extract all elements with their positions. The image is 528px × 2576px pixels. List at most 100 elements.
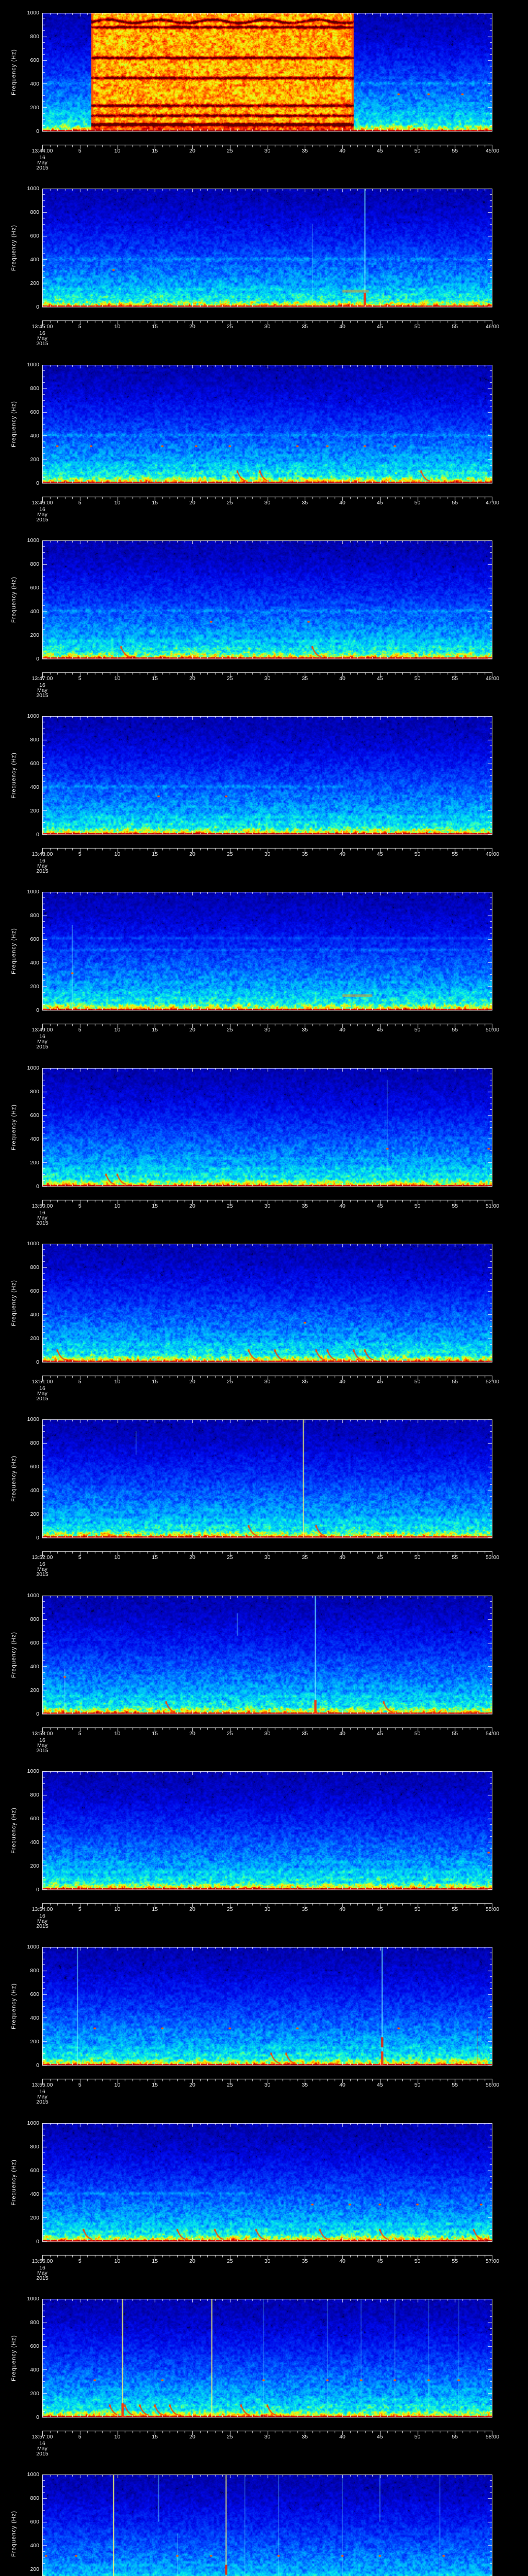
spectrogram-panel: Frequency (Hz) 13:50:00 51:00 1000 800 600… (0, 1055, 528, 1231)
x-tick-label: 5 (78, 148, 81, 154)
x-tick-label: 15 (152, 2258, 158, 2264)
y-tick-label: 1000 (27, 1592, 39, 1599)
x-tick-label: 25 (226, 2082, 233, 2088)
y-tick-label: 0 (36, 480, 39, 486)
x-axis-date-line: 2015 (36, 165, 48, 171)
x-tick-label: 20 (189, 148, 195, 154)
x-axis-end-time: 46:00 (485, 324, 500, 330)
y-tick-label: 800 (30, 33, 39, 40)
y-tick-label: 800 (30, 2495, 39, 2501)
x-tick-label: 40 (339, 2082, 345, 2088)
spectrogram-image (42, 716, 492, 856)
x-tick-label: 25 (226, 851, 233, 857)
y-tick-label: 0 (36, 1007, 39, 1013)
y-tick-label: 0 (36, 128, 39, 134)
spectrogram-panel: Frequency (Hz) 13:51:00 52:00 1000 800 600… (0, 1231, 528, 1407)
y-tick-label: 0 (36, 1711, 39, 1717)
y-axis-title: Frequency (Hz) (11, 928, 17, 974)
x-tick-label: 35 (302, 1203, 308, 1209)
x-tick-label: 25 (226, 675, 233, 682)
x-tick-label: 25 (226, 1203, 233, 1209)
x-tick-label: 15 (152, 148, 158, 154)
y-tick-label: 800 (30, 1968, 39, 1974)
x-tick-label: 10 (114, 1203, 121, 1209)
y-tick-label: 400 (30, 2015, 39, 2021)
x-tick-label: 20 (189, 1379, 195, 1385)
x-tick-label: 20 (189, 1906, 195, 1912)
x-tick-label: 55 (452, 148, 458, 154)
y-tick-label: 800 (30, 737, 39, 743)
x-axis-start-time: 13:53:00 (31, 1731, 53, 1737)
y-tick-label: 400 (30, 1312, 39, 1318)
x-axis-date-line: May (37, 2270, 47, 2276)
y-tick-label: 800 (30, 2144, 39, 2150)
spectrogram-panel: Frequency (Hz) 13:46:00 47:00 1000 800 600… (0, 352, 528, 528)
spectrogram-panel: Frequency (Hz) 13:44:00 45:00 1000 800 600… (0, 0, 528, 176)
x-tick-label: 25 (226, 1554, 233, 1561)
spectrogram-image (42, 2123, 492, 2263)
y-tick-label: 200 (30, 2566, 39, 2572)
y-tick-label: 200 (30, 808, 39, 814)
x-tick-label: 45 (376, 1379, 383, 1385)
y-tick-label: 200 (30, 2215, 39, 2221)
x-tick-label: 50 (414, 500, 421, 506)
x-axis-end-time: 54:00 (485, 1731, 500, 1737)
x-tick-label: 35 (302, 675, 308, 682)
x-tick-label: 45 (376, 324, 383, 330)
y-tick-label: 400 (30, 81, 39, 87)
x-axis-date-line: 2015 (36, 341, 48, 347)
y-tick-label: 600 (30, 2519, 39, 2525)
x-tick-label: 10 (114, 1379, 121, 1385)
x-tick-label: 55 (452, 1027, 458, 1033)
x-tick-label: 35 (302, 148, 308, 154)
x-tick-label: 5 (78, 500, 81, 506)
x-tick-label: 10 (114, 324, 121, 330)
y-tick-label: 600 (30, 1991, 39, 1997)
x-tick-label: 55 (452, 1203, 458, 1209)
x-tick-label: 10 (114, 1731, 121, 1737)
x-tick-label: 15 (152, 500, 158, 506)
y-tick-label: 1000 (27, 537, 39, 544)
x-axis-date-line: May (37, 160, 47, 166)
x-axis-date-line: 2015 (36, 1571, 48, 1578)
x-tick-label: 5 (78, 1906, 81, 1912)
x-axis-end-time: 52:00 (485, 1379, 500, 1385)
spectrogram-image (42, 892, 492, 1032)
y-axis-title: Frequency (Hz) (11, 1280, 17, 1326)
x-axis-start-time: 13:45:00 (31, 324, 53, 330)
y-tick-label: 200 (30, 105, 39, 111)
spectrogram-panel: Frequency (Hz) 13:55:00 56:00 1000 800 600… (0, 1934, 528, 2110)
x-tick-label: 50 (414, 2258, 421, 2264)
x-tick-label: 20 (189, 1731, 195, 1737)
x-axis-date-line: 2015 (36, 1220, 48, 1226)
y-tick-label: 600 (30, 760, 39, 767)
y-tick-label: 1000 (27, 713, 39, 719)
x-tick-label: 15 (152, 2434, 158, 2440)
y-tick-label: 200 (30, 1511, 39, 1517)
x-axis-start-time: 13:52:00 (31, 1554, 53, 1561)
spectrogram-image (42, 1068, 492, 1208)
x-tick-label: 55 (452, 675, 458, 682)
spectrogram-image (42, 13, 492, 153)
x-tick-label: 55 (452, 324, 458, 330)
x-axis-start-time: 13:55:00 (31, 2082, 53, 2088)
y-tick-label: 0 (36, 1887, 39, 1893)
y-axis-title: Frequency (Hz) (11, 1807, 17, 1854)
x-axis-date-line: 2015 (36, 1923, 48, 1929)
x-tick-label: 5 (78, 1731, 81, 1737)
spectrogram-panel: Frequency (Hz) 13:49:00 50:00 1000 800 600… (0, 879, 528, 1055)
x-tick-label: 45 (376, 148, 383, 154)
spectrogram-panel: Frequency (Hz) 13:57:00 58:00 1000 800 600… (0, 2286, 528, 2462)
x-tick-label: 30 (264, 2082, 271, 2088)
x-axis-end-time: 55:00 (485, 1906, 500, 1912)
x-axis-start-time: 13:44:00 (31, 148, 53, 154)
spectrogram-image (42, 1947, 492, 2087)
y-tick-label: 600 (30, 57, 39, 63)
y-tick-label: 200 (30, 1863, 39, 1869)
x-axis-start-time: 13:49:00 (31, 1027, 53, 1033)
x-tick-label: 45 (376, 2258, 383, 2264)
x-tick-label: 10 (114, 500, 121, 506)
x-tick-label: 15 (152, 1906, 158, 1912)
spectrogram-panel: Frequency (Hz) 13:52:00 53:00 1000 800 600… (0, 1406, 528, 1583)
y-tick-label: 800 (30, 1616, 39, 1622)
